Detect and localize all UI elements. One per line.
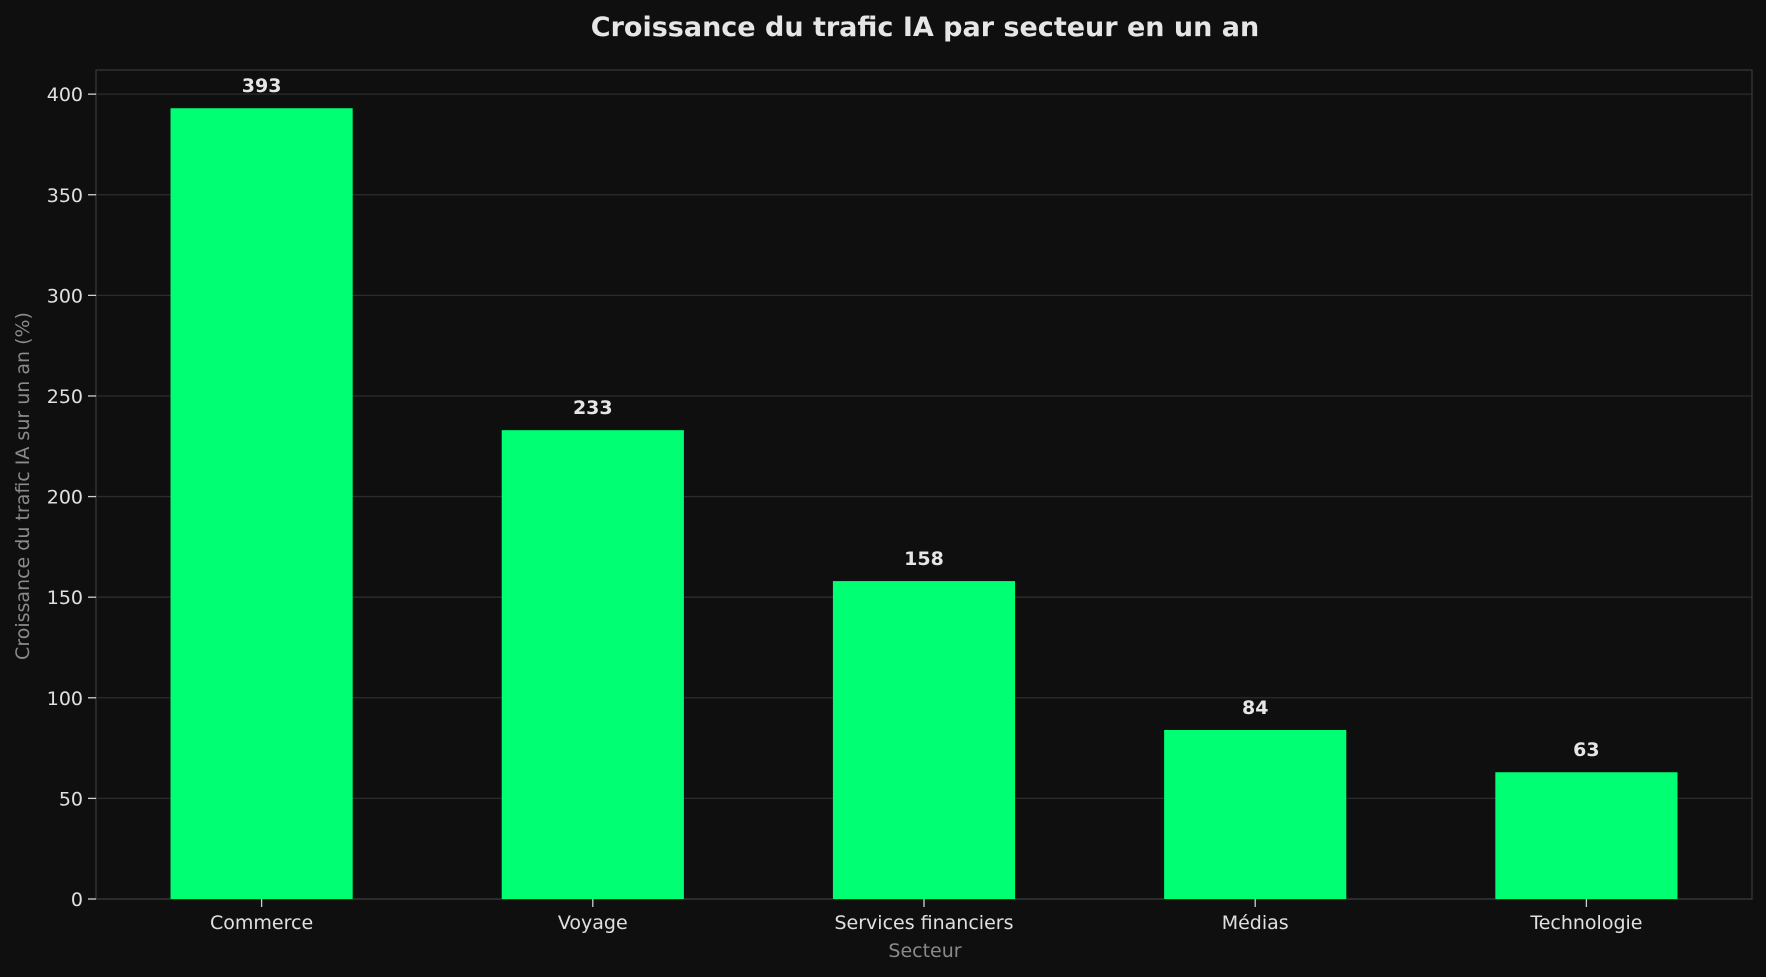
x-axis-ticks: Commerce Voyage Services financiers Médias T…: [210, 899, 1642, 934]
chart-title: Croissance du trafic IA par secteur en u…: [591, 12, 1259, 43]
x-tick-label: Médias: [1222, 912, 1289, 934]
bar-value-label: 84: [1242, 697, 1268, 719]
x-tick-label: Technologie: [1529, 912, 1642, 934]
y-tick-label: 100: [47, 688, 83, 710]
bar-value-label: 393: [242, 75, 282, 97]
bar: [1495, 772, 1678, 899]
bar: [501, 430, 684, 899]
x-tick-label: Voyage: [558, 912, 628, 934]
y-tick-label: 0: [71, 889, 83, 911]
bar-value-label: 158: [904, 548, 944, 570]
bar: [832, 581, 1016, 899]
y-tick-label: 350: [47, 185, 83, 207]
x-tick-label: Services financiers: [835, 912, 1014, 934]
y-tick-label: 400: [47, 84, 83, 106]
y-axis-label: Croissance du trafic IA sur un an (%): [12, 312, 34, 660]
bar-value-label: 63: [1573, 739, 1599, 761]
y-tick-label: 300: [47, 285, 83, 307]
bar-value-labels: 393 233 158 84 63: [242, 75, 1600, 761]
bar: [1164, 729, 1347, 899]
y-axis-ticks: 0 50 100 150 200 250 300 350 400: [47, 84, 96, 911]
y-tick-label: 200: [47, 487, 83, 509]
y-tick-label: 150: [47, 587, 83, 609]
bar: [170, 108, 353, 899]
bars: [170, 108, 1678, 899]
bar-value-label: 233: [573, 397, 613, 419]
x-axis-label: Secteur: [888, 940, 961, 962]
y-tick-label: 50: [59, 788, 83, 810]
y-tick-label: 250: [47, 386, 83, 408]
x-tick-label: Commerce: [210, 912, 313, 934]
